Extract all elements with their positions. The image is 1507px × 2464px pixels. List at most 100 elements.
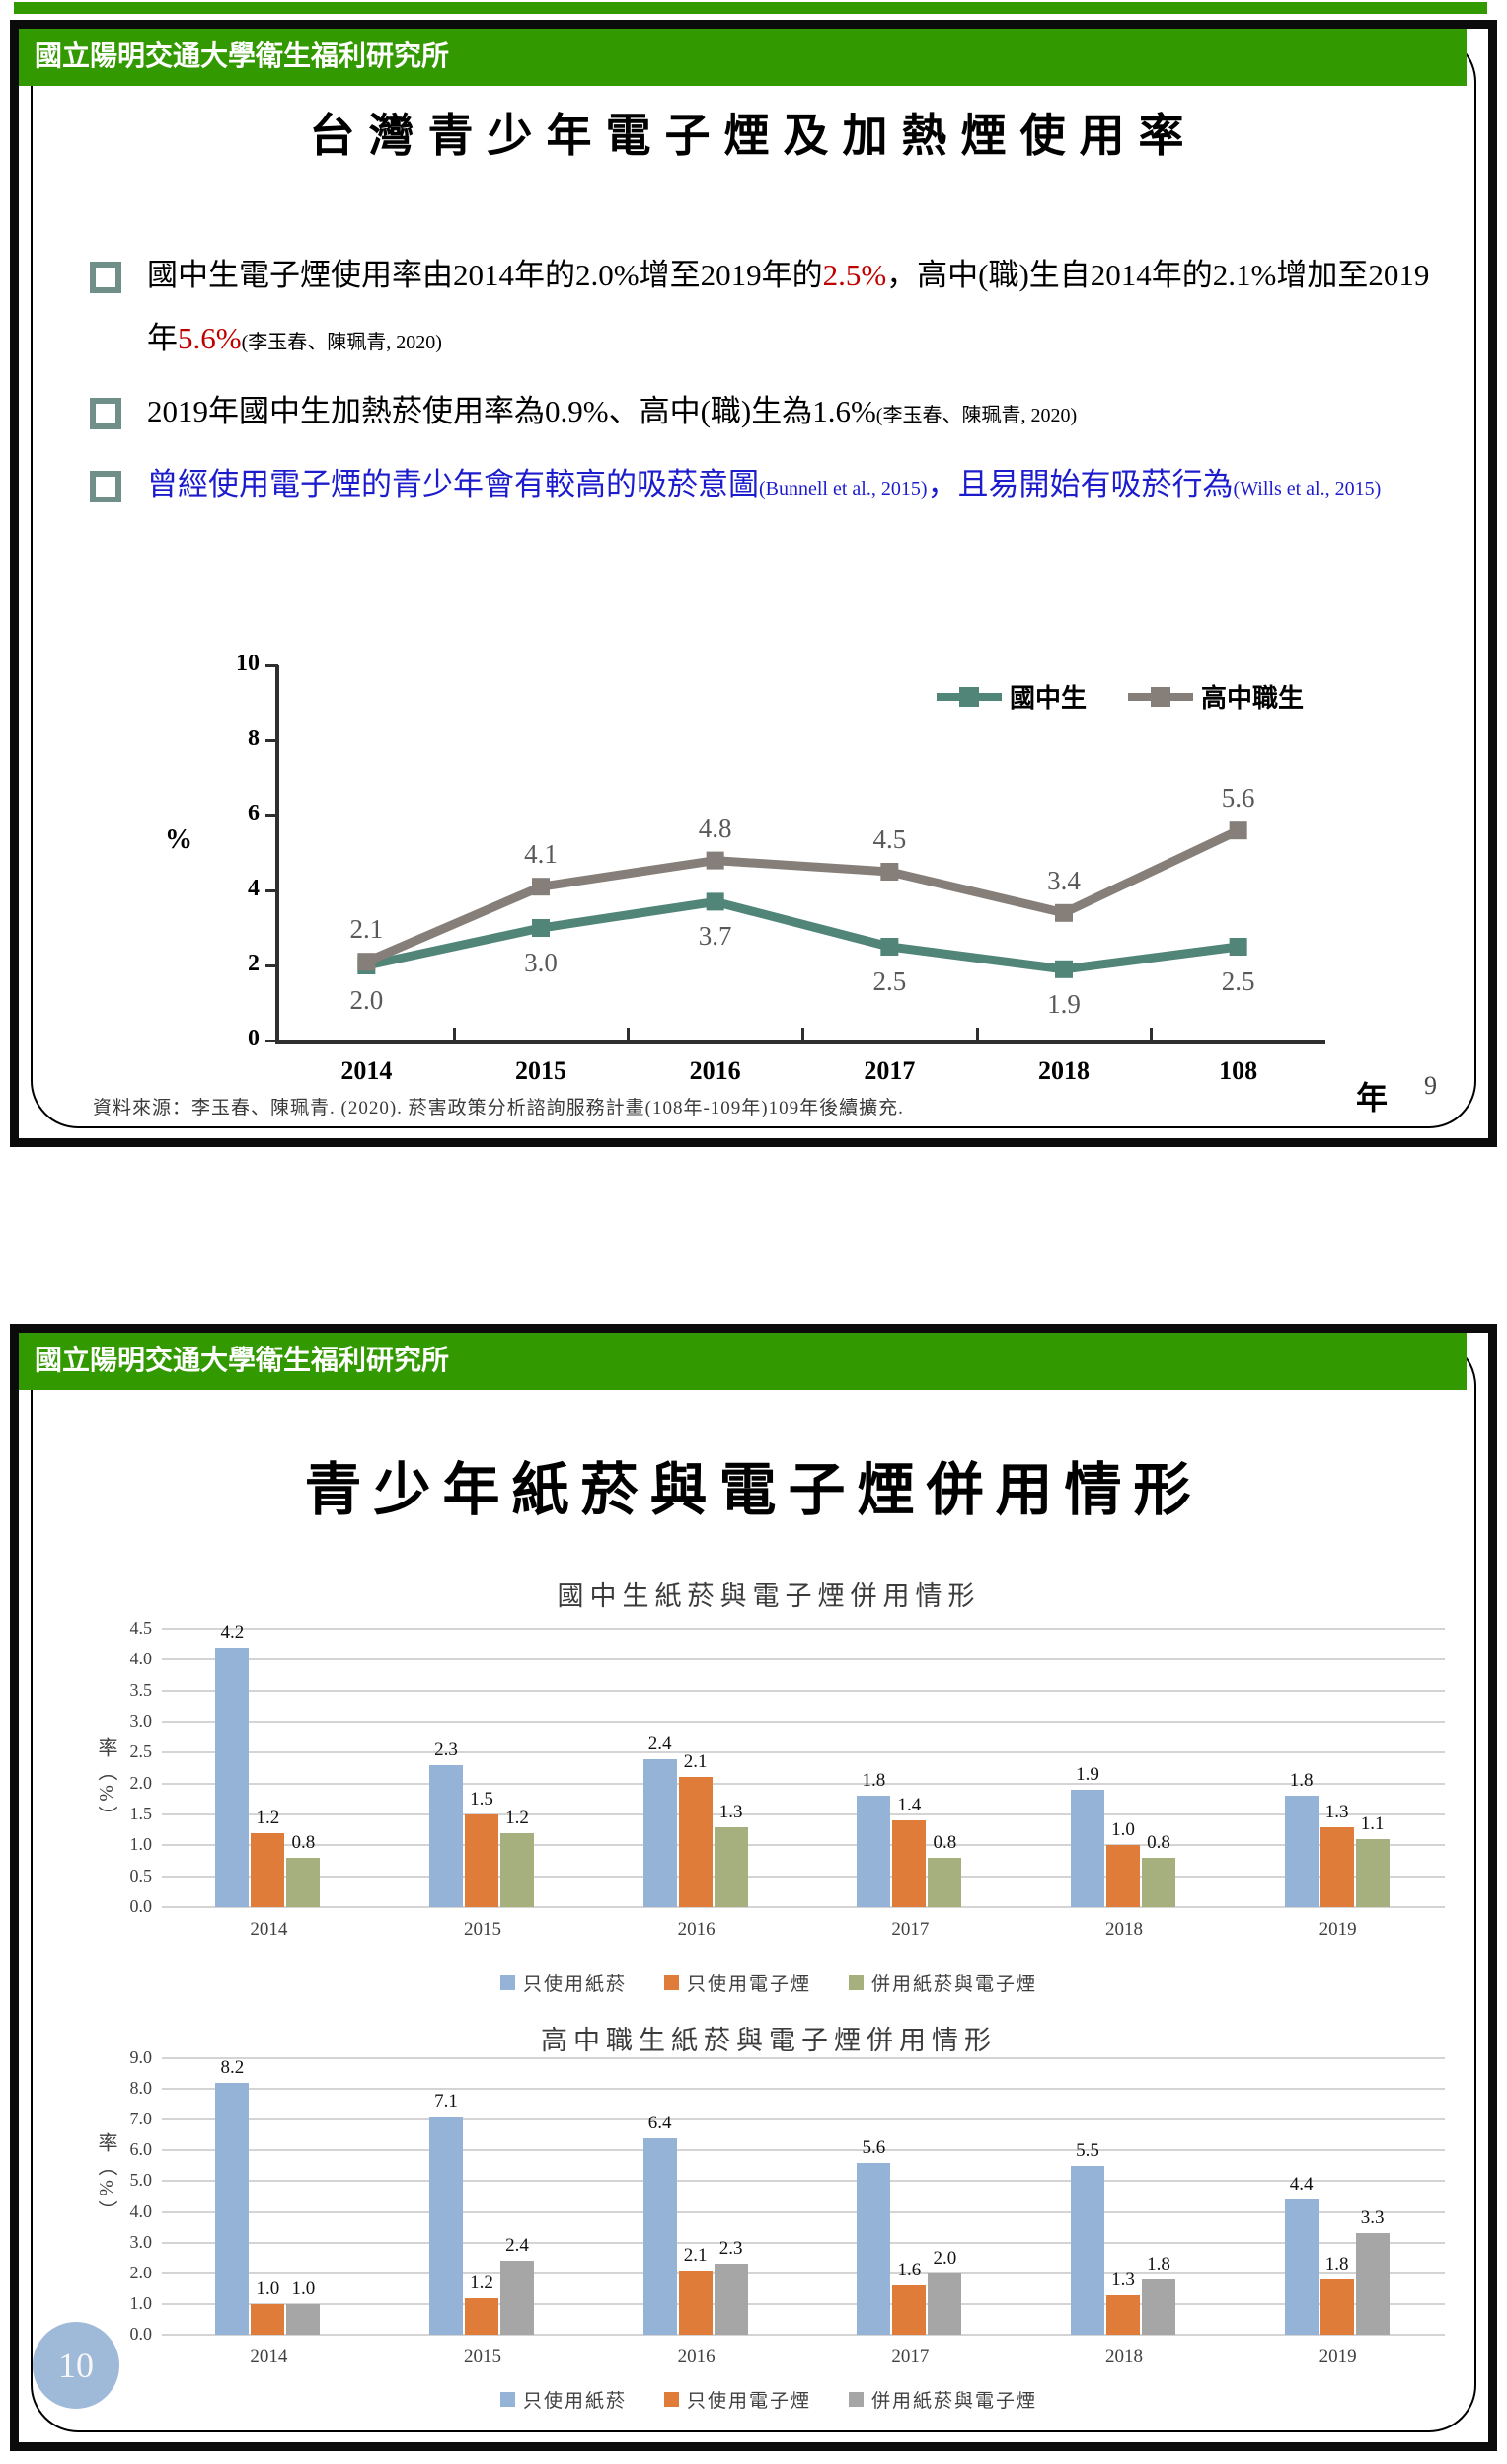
bar bbox=[1106, 1845, 1140, 1907]
bar-value-label: 2.4 bbox=[505, 2235, 529, 2257]
data-point bbox=[1055, 960, 1073, 978]
previous-slide-edge bbox=[14, 2, 1487, 14]
gridline bbox=[162, 2210, 1445, 2213]
bar bbox=[215, 1647, 250, 1907]
y-tick-label: 0.5 bbox=[129, 1865, 153, 1886]
y-axis-label: 率（%） bbox=[95, 2132, 116, 2224]
bar bbox=[1142, 1857, 1175, 1907]
x-tick-label: 2014 bbox=[250, 1919, 288, 1940]
bar bbox=[1142, 2279, 1175, 2335]
bar-value-label: 1.8 bbox=[1147, 2254, 1170, 2274]
x-tick-label: 2017 bbox=[864, 1056, 916, 1085]
data-point bbox=[1055, 903, 1073, 922]
y-tick-label: 4.0 bbox=[129, 2200, 153, 2221]
chart-title: 國中生紙菸與電子煙併用情形 bbox=[557, 1581, 981, 1611]
y-tick-label: 1.5 bbox=[129, 1804, 153, 1823]
bullet-segment: ，且易開始有吸菸行為 bbox=[927, 467, 1234, 501]
x-tick-label: 2014 bbox=[250, 2347, 288, 2367]
gridline bbox=[162, 1875, 1445, 1878]
legend-label: 只使用電子煙 bbox=[686, 2391, 811, 2412]
x-tick-mark bbox=[975, 1028, 979, 1040]
legend-item: 只使用紙菸 bbox=[499, 2386, 627, 2413]
legend-line-swatch bbox=[937, 686, 1002, 707]
y-tick-label: 8.0 bbox=[129, 2078, 153, 2099]
y-tick-mark bbox=[265, 889, 278, 892]
y-tick-label: 3.5 bbox=[129, 1679, 153, 1700]
bar-value-label: 4.4 bbox=[1289, 2174, 1314, 2195]
point-label: 3.4 bbox=[1047, 865, 1081, 895]
bar-value-label: 0.8 bbox=[933, 1831, 957, 1853]
gridline bbox=[162, 2334, 1445, 2336]
bar bbox=[714, 2264, 748, 2335]
bullet-checkbox-icon bbox=[90, 398, 121, 429]
bar bbox=[1284, 2199, 1319, 2335]
x-tick-label: 2015 bbox=[515, 1056, 566, 1085]
bar-chart-senior: 高中職生紙菸與電子煙併用情形 率（%） 0.0 1.0 2.0 3.0 4.0 5.0 6.… bbox=[78, 2019, 1460, 2433]
y-tick-label: 9.0 bbox=[129, 2047, 153, 2067]
bullet-checkbox-icon bbox=[90, 262, 121, 293]
bar-value-label: 1.5 bbox=[470, 1789, 493, 1810]
slide2-title: 青少年紙菸與電子煙併用情形 bbox=[304, 1458, 1203, 1522]
bar-value-label: 1.2 bbox=[256, 1807, 280, 1828]
legend-swatch bbox=[499, 2392, 515, 2407]
bar-value-label: 8.2 bbox=[220, 2056, 245, 2078]
chart-title: 高中職生紙菸與電子煙併用情形 bbox=[541, 2026, 997, 2055]
x-tick-mark bbox=[801, 1028, 804, 1040]
line-series bbox=[364, 826, 1241, 966]
y-tick-label: 2.5 bbox=[129, 1741, 153, 1762]
institution-banner: 國立陽明交通大學衛生福利研究所 bbox=[19, 1333, 1467, 1390]
bar bbox=[286, 2303, 321, 2335]
line-chart-legend: 國中生 高中職生 bbox=[937, 678, 1304, 715]
bar bbox=[1355, 1839, 1390, 1907]
data-point bbox=[532, 919, 550, 937]
y-tick-label: 4.5 bbox=[129, 1618, 153, 1638]
gridline bbox=[162, 2241, 1445, 2244]
bar bbox=[1071, 1789, 1104, 1907]
point-label: 2.5 bbox=[1221, 966, 1255, 996]
y-tick-label: 4 bbox=[248, 876, 260, 901]
bar-value-label: 1.8 bbox=[862, 1770, 886, 1792]
bar bbox=[465, 2297, 498, 2335]
x-tick-label: 2015 bbox=[464, 1919, 501, 1940]
y-tick-label: 3.0 bbox=[129, 1711, 153, 1731]
point-label: 4.5 bbox=[872, 824, 907, 854]
point-label: 3.7 bbox=[698, 921, 732, 952]
bar-chart-legend: 只使用紙菸 只使用電子煙 併用紙菸與電子煙 bbox=[78, 2386, 1460, 2413]
x-axis-label: 年 bbox=[1356, 1080, 1389, 1116]
bar bbox=[500, 2261, 534, 2335]
gridline bbox=[162, 2057, 1445, 2059]
x-tick-label: 2019 bbox=[1319, 2347, 1357, 2367]
slide-2: 國立陽明交通大學衛生福利研究所 青少年紙菸與電子煙併用情形 國中生紙菸與電子煙併… bbox=[10, 1324, 1497, 2451]
legend-item: 國中生 bbox=[937, 678, 1087, 715]
bar-chart-legend: 只使用紙菸 只使用電子煙 併用紙菸與電子煙 bbox=[78, 1969, 1460, 1996]
gridline bbox=[162, 2088, 1445, 2091]
bullet-item: 2019年國中生加熱菸使用率為0.9%、高中(職)生為1.6%(李玉春、陳珮青,… bbox=[90, 380, 1440, 447]
bar bbox=[678, 1777, 713, 1907]
bar-value-label: 2.0 bbox=[933, 2247, 957, 2269]
y-tick-label: 6 bbox=[248, 801, 260, 826]
gridline bbox=[162, 1628, 1445, 1630]
bar bbox=[1284, 1796, 1319, 1907]
y-tick-mark bbox=[265, 664, 278, 667]
bar-value-label: 2.3 bbox=[718, 2238, 743, 2260]
y-tick-label: 1.0 bbox=[129, 1834, 153, 1855]
bar-value-label: 1.3 bbox=[718, 1801, 743, 1822]
bar-value-label: 1.0 bbox=[1111, 1819, 1135, 1841]
x-tick-label: 2019 bbox=[1319, 1919, 1357, 1940]
y-tick-label: 10 bbox=[236, 651, 260, 676]
y-tick-label: 0 bbox=[248, 1026, 260, 1051]
data-point bbox=[706, 851, 724, 870]
page-number-bubble: 10 bbox=[33, 2322, 119, 2409]
bullet-segment: (李玉春、陳珮青, 2020) bbox=[241, 332, 442, 353]
bullet-segment: ，高中(職)生自2014年的2.1%增加至2019年 bbox=[147, 258, 1430, 355]
legend-label: 只使用紙菸 bbox=[522, 2391, 627, 2412]
bar bbox=[465, 1814, 498, 1907]
bullet-item: 國中生電子煙使用率由2014年的2.0%增至2019年的2.5%，高中(職)生自… bbox=[90, 244, 1440, 374]
legend-label: 併用紙菸與電子煙 bbox=[871, 1974, 1038, 1995]
x-tick-label: 2014 bbox=[340, 1056, 393, 1085]
y-axis-label: % bbox=[165, 824, 192, 855]
y-tick-label: 7.0 bbox=[129, 2109, 153, 2129]
point-label: 4.8 bbox=[698, 812, 732, 843]
gridline bbox=[162, 2272, 1445, 2274]
x-tick-label: 2018 bbox=[1105, 2347, 1143, 2367]
